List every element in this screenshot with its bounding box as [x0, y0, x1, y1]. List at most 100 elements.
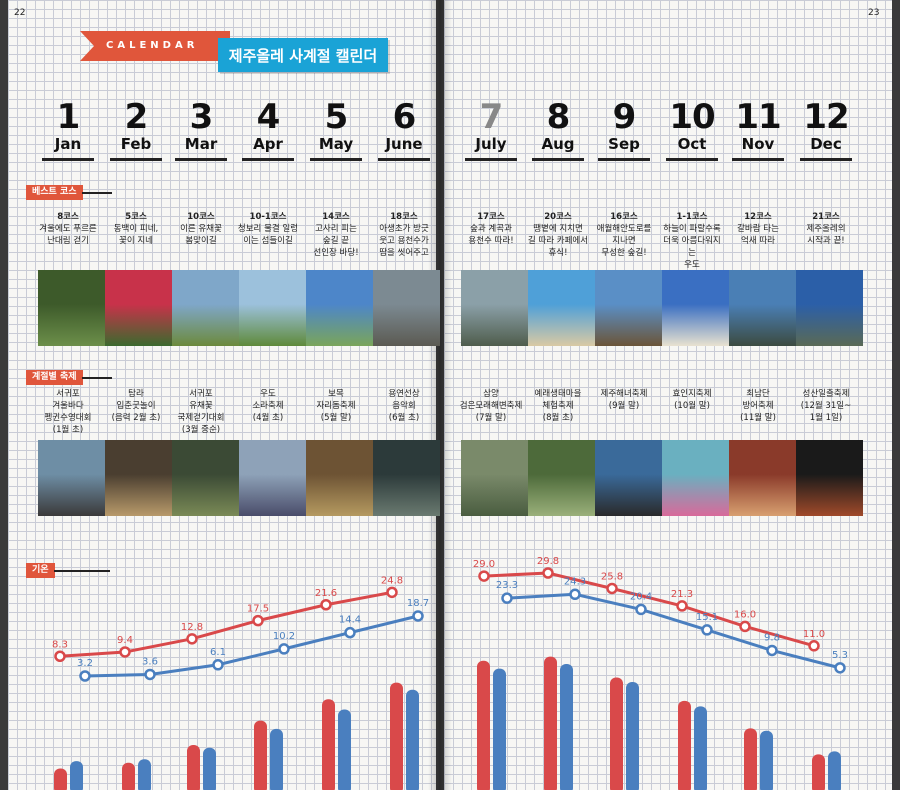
course-number: 17코스 [477, 212, 505, 222]
low-temp-value-label: 20.4 [630, 591, 652, 602]
bar-low [203, 747, 216, 790]
bar-high [122, 762, 135, 790]
festival-text-line: 용연선상 [388, 389, 420, 399]
festival-photo [172, 440, 239, 516]
course-number: 10코스 [187, 212, 215, 222]
festival-item: 우도 소라축제 (4월 초) [235, 388, 301, 424]
course-number: 18코스 [390, 212, 418, 222]
bar-high [54, 768, 67, 790]
course-photo [662, 270, 729, 346]
month-header-nov: 11 Nov [727, 98, 789, 161]
month-rule [310, 158, 362, 161]
festival-photo [306, 440, 373, 516]
festival-photo [239, 440, 306, 516]
festival-text-line: 방어축제 [742, 401, 774, 411]
festival-text-line: (음력 2월 초) [111, 413, 161, 423]
high-temp-line [59, 590, 393, 658]
course-desc-line: 지나면 [612, 236, 636, 246]
month-number: 1 [56, 97, 81, 137]
festival-item: 탐라 입춘굿놀이 (음력 2월 초) [103, 388, 169, 424]
festival-text-line: (5월 말) [320, 413, 352, 423]
bar-high [544, 656, 557, 790]
festival-text-line: (11월 말) [740, 413, 776, 423]
high-temp-value-label: 8.3 [52, 639, 68, 650]
course-photo [172, 270, 239, 346]
high-temp-value-label: 16.0 [734, 609, 756, 620]
month-name: Aug [541, 135, 575, 153]
festival-text-line: (6월 초) [388, 413, 420, 423]
course-number: 1-1코스 [676, 212, 708, 222]
festival-text-line: 음악회 [392, 401, 416, 411]
course-photo [105, 270, 172, 346]
month-rule [242, 158, 294, 161]
course-item: 8코스 겨울에도 푸르른 난대림 걷기 [36, 211, 100, 247]
low-temp-value-label: 6.1 [210, 647, 226, 658]
month-rule [800, 158, 852, 161]
low-temp-point [834, 662, 846, 674]
high-temp-value-label: 29.0 [473, 559, 495, 570]
bar-low [70, 761, 83, 790]
high-temp-point [119, 646, 131, 658]
bar-high [812, 754, 825, 790]
month-header-dec: 12 Dec [795, 98, 857, 161]
course-desc-line: 용천수 따라! [468, 236, 514, 246]
festival-photo [729, 440, 796, 516]
bar-high [610, 677, 623, 790]
high-temp-value-label: 25.8 [601, 571, 623, 582]
high-temp-point [808, 640, 820, 652]
low-temp-value-label: 14.4 [339, 615, 361, 626]
course-desc-line: 봄맞이길 [185, 236, 217, 246]
course-desc-line: 더욱 아름다워지는 [663, 236, 721, 258]
bar-low [626, 681, 639, 790]
festival-text-line: (10월 말) [674, 401, 710, 411]
month-rule [732, 158, 784, 161]
section-rule [82, 377, 112, 379]
month-number: 7 [479, 97, 504, 137]
course-number: 21코스 [812, 212, 840, 222]
course-desc-line: 이른 유채꽃 [180, 224, 222, 234]
left-page [8, 0, 436, 790]
course-number: 10-1코스 [249, 212, 287, 222]
month-rule [598, 158, 650, 161]
bar-high [322, 699, 335, 790]
section-label-best-course: 베스트 코스 [26, 185, 83, 200]
high-temp-value-label: 17.5 [247, 604, 269, 615]
course-number: 20코스 [544, 212, 572, 222]
festival-text-line: 체험축제 [542, 401, 574, 411]
month-header-oct: 10 Oct [661, 98, 723, 161]
course-desc-line: 고사리 피는 [315, 224, 357, 234]
bar-high [390, 682, 403, 790]
course-desc-line: 청보리 물결 일렁 [237, 224, 299, 234]
low-temp-value-label: 9.8 [764, 632, 780, 643]
course-desc-line: 땡볕에 지치면 [533, 224, 583, 234]
festival-text-line: 검은모래해변축제 [459, 401, 523, 411]
low-temp-line [84, 614, 419, 678]
month-rule [110, 158, 162, 161]
festival-text-line: 소라축제 [252, 401, 284, 411]
course-photo [239, 270, 306, 346]
festival-text-line: (1월 초) [52, 425, 84, 435]
bar-low [760, 730, 773, 790]
course-desc-line: 겨울에도 푸르른 [39, 224, 97, 234]
course-item: 5코스 동백이 피네, 꽃이 지네 [104, 211, 168, 247]
bar-high [744, 728, 757, 790]
month-header-feb: 2 Feb [105, 98, 167, 161]
month-header-may: 5 May [305, 98, 367, 161]
low-temp-value-label: 3.6 [142, 656, 158, 667]
course-desc-line: 우도 [684, 260, 700, 270]
low-temp-point [501, 592, 513, 604]
high-temp-point [252, 614, 264, 627]
bar-high [254, 720, 267, 790]
low-temp-value-label: 24.3 [564, 576, 586, 587]
course-photo [306, 270, 373, 346]
course-desc-line: 휴식! [548, 248, 568, 258]
festival-photo [796, 440, 863, 516]
bar-low [694, 706, 707, 790]
course-number: 14코스 [322, 212, 350, 222]
bar-low [270, 728, 283, 790]
high-temp-point [186, 633, 198, 645]
festival-text-line: 보목 [328, 389, 344, 399]
month-rule [175, 158, 227, 161]
